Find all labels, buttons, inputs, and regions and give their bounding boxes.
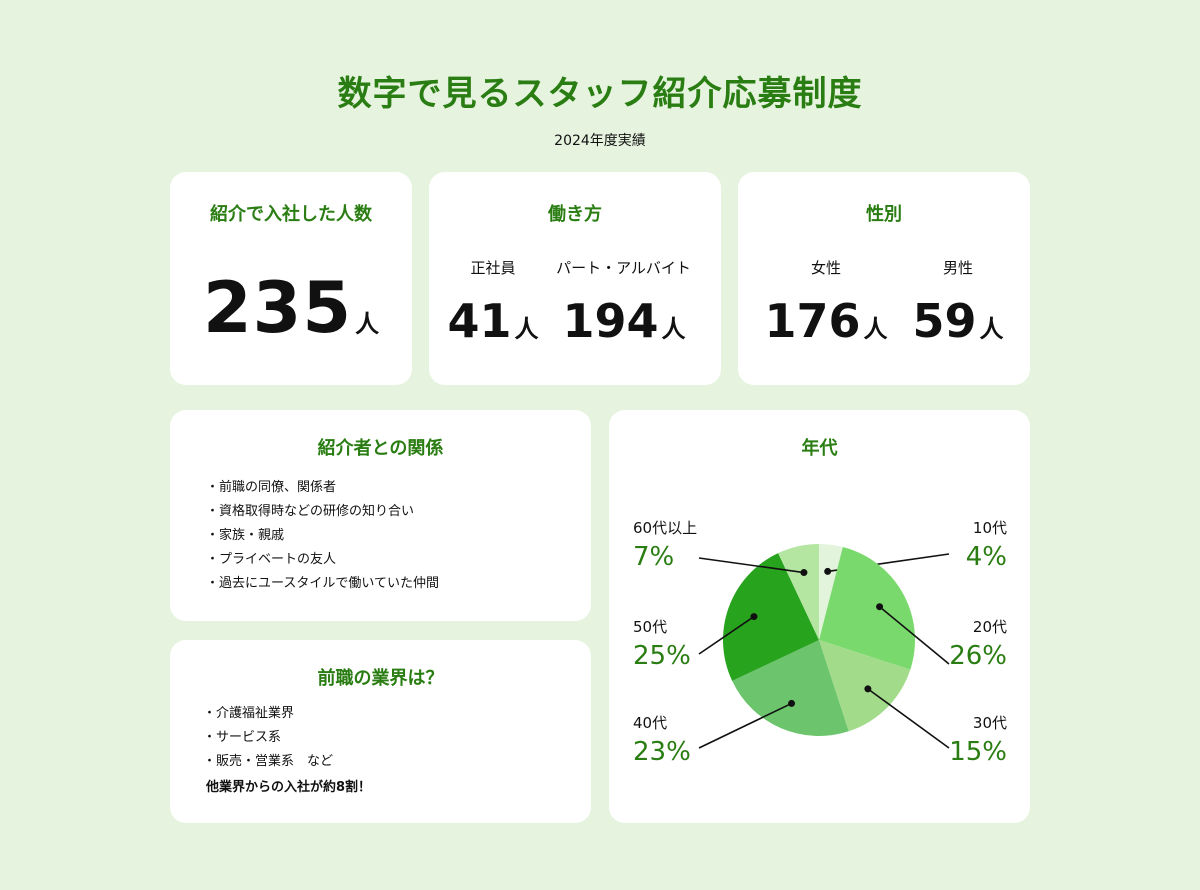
gender-card: 性別 女性 男性 176 人 59 人 [738,172,1030,385]
pie-category-label: 10代 [973,519,1007,537]
page-subtitle: 2024年度実績 [554,133,646,149]
list-item: 前職の同僚、関係者 [206,476,439,500]
pie-slice [819,544,843,640]
male-value: 59 人 [904,294,1012,348]
pie-leader-line [867,688,950,749]
total-hires-value: 235 人 [170,267,412,349]
full-time-unit: 人 [514,315,539,343]
pie-slice [819,640,911,732]
industry-list: 介護福祉業界 サービス系 販売・営業系 など [203,702,333,774]
relation-heading: 紹介者との関係 [317,438,444,459]
list-item: 介護福祉業界 [203,702,333,726]
female-label: 女性 [810,259,841,277]
work-style-heading: 働き方 [548,204,602,225]
pie-slice [778,544,819,640]
list-item: プライベートの友人 [206,548,439,572]
work-style-card: 働き方 正社員 パート・アルバイト 41 人 194 人 [429,172,721,385]
full-time-number: 41 [447,294,512,348]
pie-value-label: 7% [633,542,674,572]
female-number: 176 [764,294,861,348]
part-time-label: パート・アルバイト [556,259,691,277]
pie-value-label: 4% [966,542,1007,572]
list-item: 資格取得時などの研修の知り合い [206,500,439,524]
page-title: 数字で見るスタッフ紹介応募制度 [337,74,863,114]
pie-leader-dot [788,699,796,707]
relation-list: 前職の同僚、関係者 資格取得時などの研修の知り合い 家族・親戚 プライベートの友… [206,476,439,596]
relation-card: 紹介者との関係 前職の同僚、関係者 資格取得時などの研修の知り合い 家族・親戚 … [170,410,591,621]
pie-slice [732,640,849,736]
pie-value-label: 23% [633,737,691,767]
industry-card: 前職の業界は？ 介護福祉業界 サービス系 販売・営業系 など 他業界からの入社が… [170,640,591,823]
age-pie-chart: 10代 4% 20代 26% 30代 15% 40代 23% 50代 25% 60代以上 7% [633,519,1007,767]
gender-heading: 性別 [866,204,902,225]
part-time-value: 194 人 [549,294,699,348]
age-chart-card: 年代 10代 4% 20代 26% 30代 15% 40代 23% 50代 25% 60代以上 7% [609,410,1030,823]
list-item: サービス系 [203,726,333,750]
pie-leader-line [879,606,950,665]
list-item: 過去にユースタイルで働いていた仲間 [206,572,439,596]
pie-category-label: 30代 [973,714,1007,732]
male-label: 男性 [942,259,973,277]
part-time-unit: 人 [661,315,686,343]
full-time-value: 41 人 [443,294,543,348]
pie-leader-dot [824,567,832,575]
pie-leader-line [698,702,792,749]
male-number: 59 [912,294,977,348]
pie-value-label: 15% [949,737,1007,767]
list-item: 販売・営業系 など [203,750,333,774]
pie-category-label: 50代 [633,618,667,636]
pie-category-label: 60代以上 [633,519,697,537]
pie-category-label: 40代 [633,714,667,732]
full-time-label: 正社員 [470,259,516,277]
industry-heading: 前職の業界は？ [317,668,444,689]
female-unit: 人 [863,315,888,343]
pie-slice [819,547,915,670]
pie-value-label: 26% [949,641,1007,671]
part-time-number: 194 [562,294,659,348]
age-chart-title: 年代 [801,438,838,459]
industry-note: 他業界からの入社が約8割！ [206,780,372,795]
list-item: 家族・親戚 [206,524,439,548]
pie-leader-line [698,557,805,574]
total-hires-card: 紹介で入社した人数 235 人 [170,172,412,385]
total-hires-heading: 紹介で入社した人数 [210,204,372,225]
total-hires-number: 235 [202,267,353,349]
pie-leader-line [698,615,755,655]
total-hires-unit: 人 [355,310,380,338]
pie-category-label: 20代 [973,618,1007,636]
pie-value-label: 25% [633,641,691,671]
male-unit: 人 [979,315,1004,343]
female-value: 176 人 [756,294,896,348]
pie-slice [723,553,819,681]
